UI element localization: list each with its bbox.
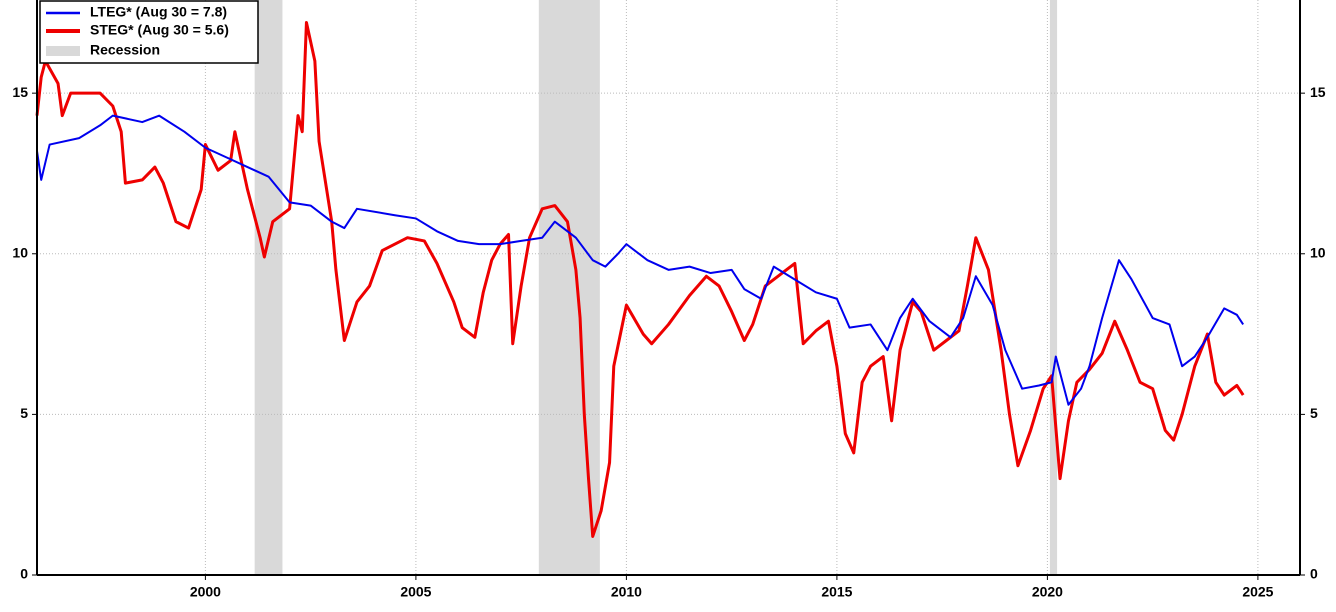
- x-tick-label: 2005: [400, 584, 431, 600]
- series-line: [35, 20, 1245, 538]
- recession-band: [254, 0, 283, 575]
- legend-swatch: [46, 46, 80, 56]
- x-tick-label: 2010: [611, 584, 642, 600]
- x-tick-label: 2015: [821, 584, 852, 600]
- y-tick-label: 5: [20, 405, 28, 421]
- x-tick-label: 2025: [1242, 584, 1273, 600]
- legend-label: LTEG* (Aug 30 = 7.8): [90, 4, 227, 20]
- x-tick-label: 2000: [190, 584, 221, 600]
- y2-tick-label: 5: [1310, 405, 1318, 421]
- y-tick-label: 10: [12, 244, 28, 260]
- legend: LTEG* (Aug 30 = 7.8) STEG* (Aug 30 = 5.6)…: [39, 0, 259, 64]
- y2-tick-label: 15: [1310, 84, 1326, 100]
- series-line: [36, 114, 1245, 406]
- y-tick-label: 15: [12, 84, 28, 100]
- x-tick-label: 2020: [1032, 584, 1063, 600]
- recession-band: [1049, 0, 1058, 575]
- y2-tick-label: 0: [1310, 566, 1318, 582]
- legend-label: STEG* (Aug 30 = 5.6): [90, 22, 229, 38]
- y-tick-label: 0: [20, 566, 28, 582]
- y2-tick-label: 10: [1310, 244, 1326, 260]
- legend-label: Recession: [90, 42, 160, 58]
